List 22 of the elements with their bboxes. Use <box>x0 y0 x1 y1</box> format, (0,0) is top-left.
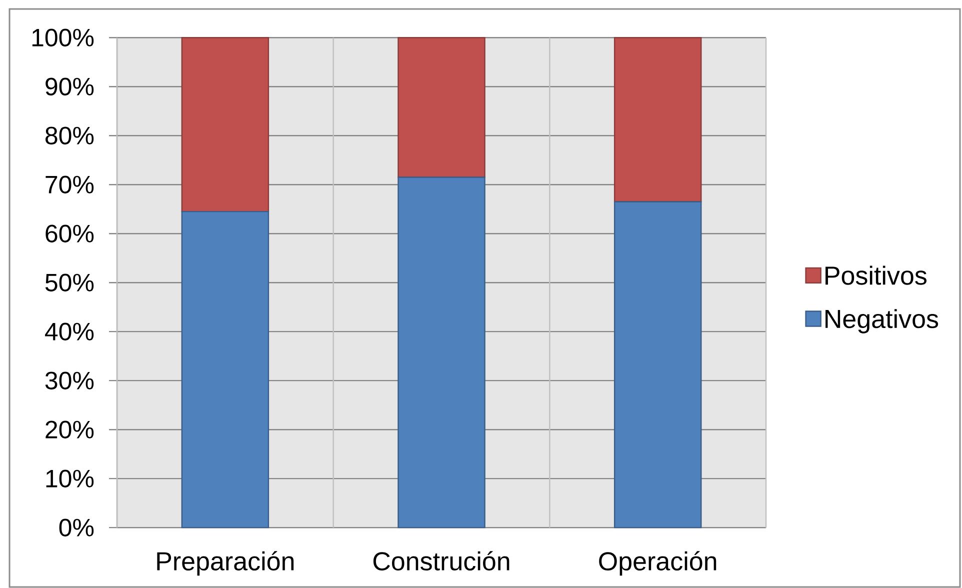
x-tick-label: Construción <box>373 551 510 571</box>
bar <box>181 210 270 528</box>
y-tick-label: 70% <box>46 176 94 194</box>
y-tick-label: 20% <box>46 420 94 438</box>
y-tick-label: 0% <box>59 518 94 536</box>
y-tick-label: 40% <box>45 322 94 340</box>
y-tick-label: 100% <box>32 28 94 46</box>
legend-label: Positivos <box>826 266 926 285</box>
bar <box>614 36 702 202</box>
x-tick-label: Preparación <box>157 551 294 576</box>
y-tick-label: 60% <box>46 224 94 242</box>
y-tick-label: 10% <box>46 470 94 488</box>
bar <box>614 201 702 528</box>
y-tick-label: 90% <box>46 78 94 96</box>
bar <box>181 36 270 212</box>
y-tick-label: 80% <box>46 126 94 144</box>
y-tick-label: 50% <box>45 274 94 292</box>
legend-label: Negativos <box>826 309 938 334</box>
x-tick-label: Operación <box>599 551 716 576</box>
bar <box>398 176 486 528</box>
y-tick-label: 30% <box>45 372 94 390</box>
bar <box>398 36 486 178</box>
